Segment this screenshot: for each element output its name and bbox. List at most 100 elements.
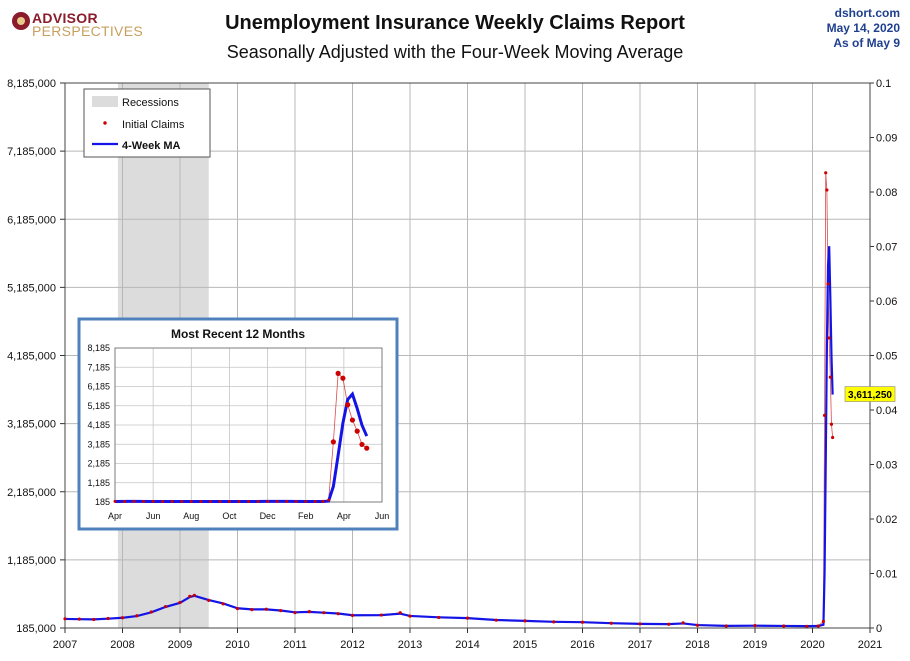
y2-tick-label: 0.03 xyxy=(876,460,897,472)
initial-claims-point xyxy=(279,609,283,613)
inset-claims-point xyxy=(123,499,127,503)
logo-mark-icon xyxy=(12,12,30,30)
inset-claims-point xyxy=(132,499,136,503)
inset-claims-point xyxy=(237,500,241,504)
x-tick-label: 2019 xyxy=(743,639,767,651)
initial-claims-point xyxy=(63,617,67,621)
initial-claims-point xyxy=(824,171,828,175)
initial-claims-point xyxy=(437,615,441,620)
inset-title: Most Recent 12 Months xyxy=(171,327,305,341)
x-tick-label: 2021 xyxy=(858,639,882,651)
x-tick-label: 2015 xyxy=(513,639,537,651)
initial-claims-point xyxy=(816,624,820,628)
inset-claims-point xyxy=(340,375,346,381)
inset-claims-point xyxy=(113,499,117,503)
inset-frame xyxy=(77,317,399,531)
inset-x-tick-label: Dec xyxy=(260,511,277,521)
initial-claims-point xyxy=(164,604,168,609)
initial-claims-point xyxy=(264,607,268,611)
legend-label-ma: 4-Week MA xyxy=(122,140,181,152)
y2-tick-label: 0.1 xyxy=(876,78,891,90)
inset-claims-point xyxy=(142,499,146,503)
initial-claims-point xyxy=(398,611,402,615)
inset-y-tick-label: 4,185 xyxy=(87,420,110,430)
inset-claims-point xyxy=(256,499,260,503)
x-tick-label: 2014 xyxy=(455,639,479,651)
inset-y-tick-label: 8,185 xyxy=(87,343,110,353)
inset-claims-point xyxy=(151,499,155,503)
chart-title: Unemployment Insurance Weekly Claims Rep… xyxy=(225,12,685,34)
initial-claims-point xyxy=(831,435,835,440)
initial-claims-point xyxy=(149,610,153,614)
inset-claims-point xyxy=(170,499,174,503)
initial-claims-point xyxy=(235,606,240,611)
x-tick-label: 2011 xyxy=(283,639,307,651)
initial-claims-point xyxy=(135,614,139,618)
report-date: May 14, 2020 xyxy=(826,21,900,35)
inset-claims-point xyxy=(218,499,222,503)
y2-tick-label: 0.07 xyxy=(876,242,897,254)
inset-y-tick-label: 1,185 xyxy=(87,478,110,488)
x-tick-label: 2017 xyxy=(628,639,652,651)
y2-tick-label: 0 xyxy=(876,623,882,635)
initial-claims-point xyxy=(829,422,834,426)
initial-claims-point xyxy=(494,618,498,622)
initial-claims-point xyxy=(782,624,786,628)
y-tick-label: 5,185,000 xyxy=(7,282,56,294)
inset-claims-point xyxy=(285,499,289,503)
inset-claims-point xyxy=(189,499,193,503)
y2-tick-label: 0.09 xyxy=(876,133,897,145)
inset-claims-point xyxy=(199,499,203,503)
initial-claims-point xyxy=(106,616,110,621)
inset-claims-point xyxy=(266,499,270,503)
legend-label-recessions: Recessions xyxy=(122,97,179,109)
legend: Recessions Initial Claims 4-Week MA xyxy=(83,88,211,158)
initial-claims-point xyxy=(638,622,642,626)
inset-x-tick-label: Jun xyxy=(375,511,390,521)
inset-x-tick-label: Feb xyxy=(298,511,314,521)
initial-claims-point xyxy=(609,621,613,625)
y-tick-label: 4,185,000 xyxy=(7,351,56,363)
initial-claims-point xyxy=(465,616,470,620)
x-tick-label: 2018 xyxy=(685,639,709,651)
inset-y-tick-label: 2,185 xyxy=(87,459,110,469)
four-week-ma-line xyxy=(64,246,834,628)
initial-claims-point xyxy=(827,336,831,340)
x-tick-label: 2012 xyxy=(340,639,364,651)
legend-swatch-recessions xyxy=(92,96,118,107)
x-tick-label: 2009 xyxy=(168,639,192,651)
initial-claims-point xyxy=(350,613,355,617)
x-tick-label: 2016 xyxy=(570,639,594,651)
inset-claims-point xyxy=(180,500,184,504)
y-tick-label: 3,185,000 xyxy=(7,419,56,431)
initial-claims-point xyxy=(379,613,383,617)
legend-swatch-claims xyxy=(103,121,107,125)
initial-claims-point xyxy=(826,282,830,286)
initial-claims-point xyxy=(192,593,196,597)
inset-y-tick-label: 185 xyxy=(95,497,110,507)
initial-claims-point xyxy=(178,600,182,605)
inset-x-tick-label: Apr xyxy=(108,511,122,521)
y-tick-label: 185,000 xyxy=(16,623,56,635)
inset-y-tick-label: 3,185 xyxy=(87,439,110,449)
inset-claims-point xyxy=(330,439,336,445)
initial-claims-point xyxy=(77,617,81,621)
y-tick-label: 6,185,000 xyxy=(7,214,56,226)
initial-claims-point xyxy=(250,608,254,612)
inset-claims-point xyxy=(335,370,341,376)
x-tick-label: 2007 xyxy=(53,639,77,651)
initial-claims-point xyxy=(552,620,556,624)
initial-claims-point xyxy=(821,619,826,623)
inset-x-tick-label: Jun xyxy=(146,511,161,521)
initial-claims-point xyxy=(667,622,671,626)
inset-claims-point xyxy=(208,499,212,503)
y-tick-label: 7,185,000 xyxy=(7,146,56,158)
inset-claims-point xyxy=(304,500,308,504)
x-tick-label: 2020 xyxy=(800,639,824,651)
advisor-perspectives-logo: ADVISOR PERSPECTIVES xyxy=(10,8,143,39)
as-of-date: As of May 9 xyxy=(833,36,900,50)
initial-claims-point xyxy=(120,616,125,620)
initial-claims-point xyxy=(408,614,412,618)
inset-claims-point xyxy=(313,499,317,503)
